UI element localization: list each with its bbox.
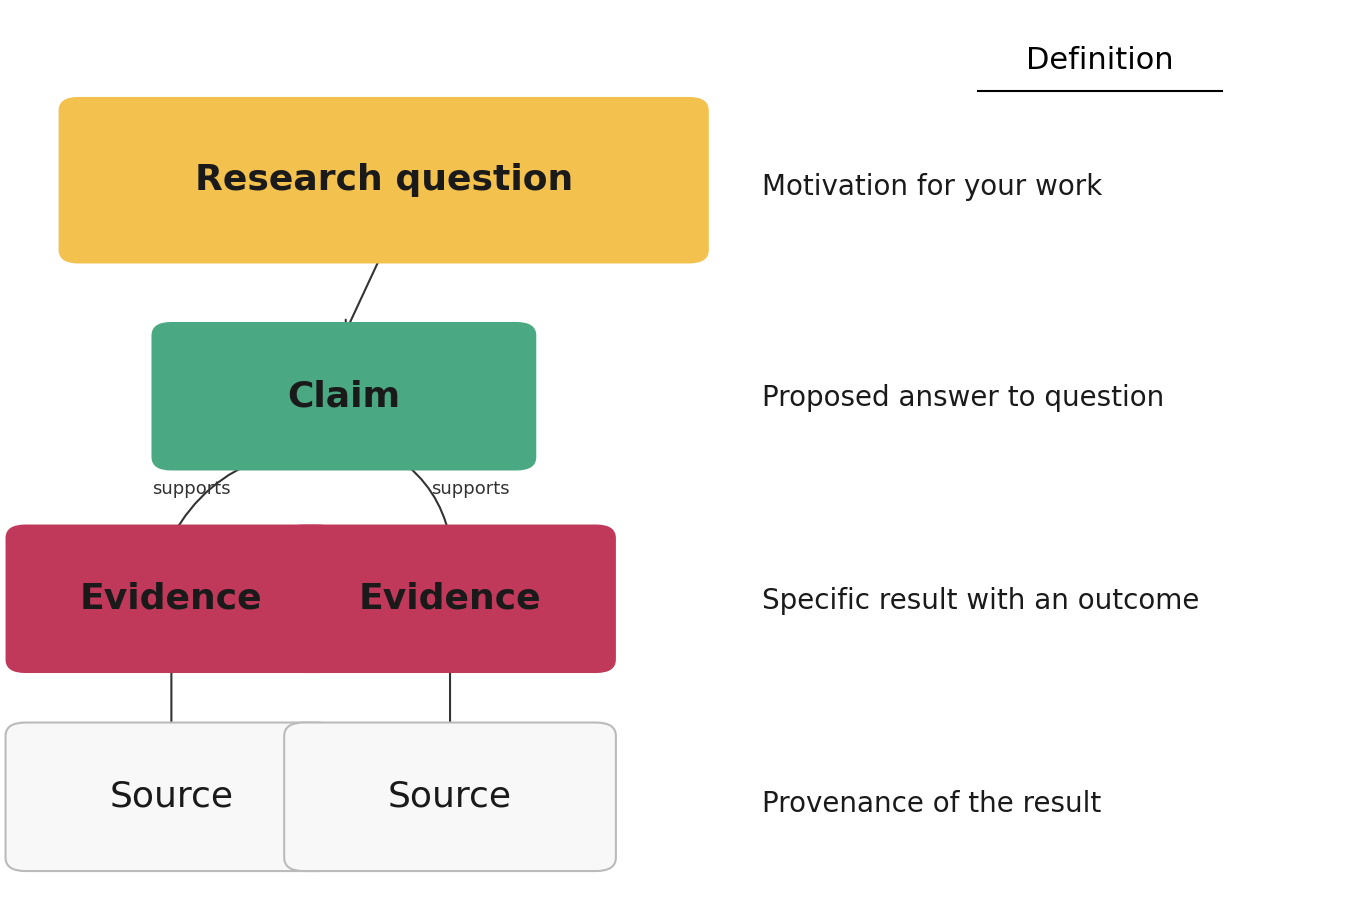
- Text: supports: supports: [152, 480, 230, 497]
- FancyBboxPatch shape: [5, 525, 338, 673]
- Text: Evidence: Evidence: [79, 582, 262, 616]
- Text: Source: Source: [388, 780, 511, 813]
- Text: Motivation for your work: Motivation for your work: [762, 173, 1102, 201]
- FancyBboxPatch shape: [59, 97, 709, 263]
- Text: Research question: Research question: [195, 164, 573, 197]
- FancyBboxPatch shape: [152, 322, 536, 471]
- Text: Proposed answer to question: Proposed answer to question: [762, 385, 1164, 412]
- Text: Definition: Definition: [1027, 47, 1174, 76]
- Text: Evidence: Evidence: [359, 582, 541, 616]
- FancyBboxPatch shape: [284, 723, 616, 871]
- Text: supports: supports: [431, 480, 509, 497]
- Text: Claim: Claim: [287, 379, 401, 413]
- Text: Specific result with an outcome: Specific result with an outcome: [762, 587, 1199, 615]
- Text: Provenance of the result: Provenance of the result: [762, 790, 1101, 817]
- FancyBboxPatch shape: [284, 525, 616, 673]
- FancyBboxPatch shape: [5, 723, 338, 871]
- Text: Source: Source: [109, 780, 233, 813]
